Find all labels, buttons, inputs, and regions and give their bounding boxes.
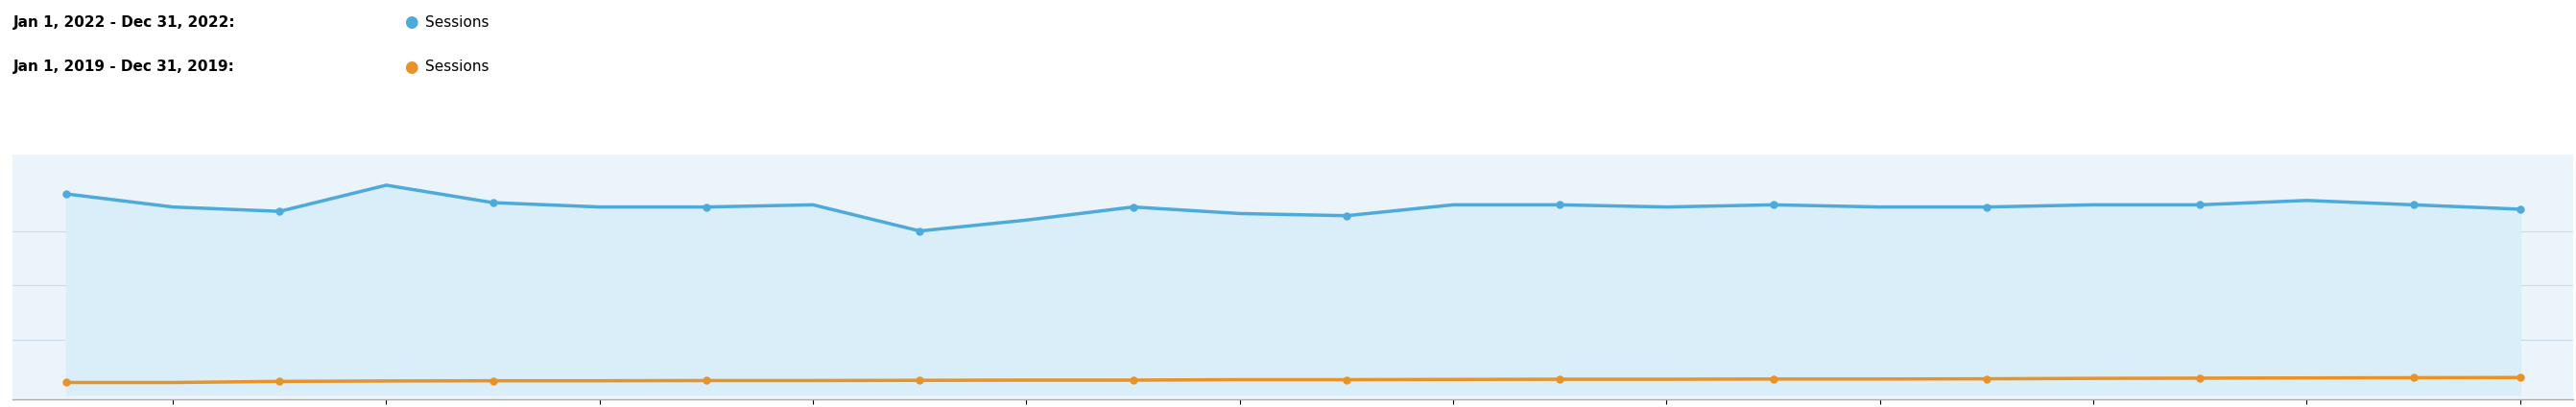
Text: Sessions: Sessions: [425, 60, 489, 74]
Text: ●: ●: [404, 59, 417, 76]
Text: ●: ●: [404, 14, 417, 31]
Text: Jan 1, 2019 - Dec 31, 2019:: Jan 1, 2019 - Dec 31, 2019:: [13, 60, 234, 74]
Text: Jan 1, 2022 - Dec 31, 2022:: Jan 1, 2022 - Dec 31, 2022:: [13, 15, 234, 30]
Text: Sessions: Sessions: [425, 15, 489, 30]
